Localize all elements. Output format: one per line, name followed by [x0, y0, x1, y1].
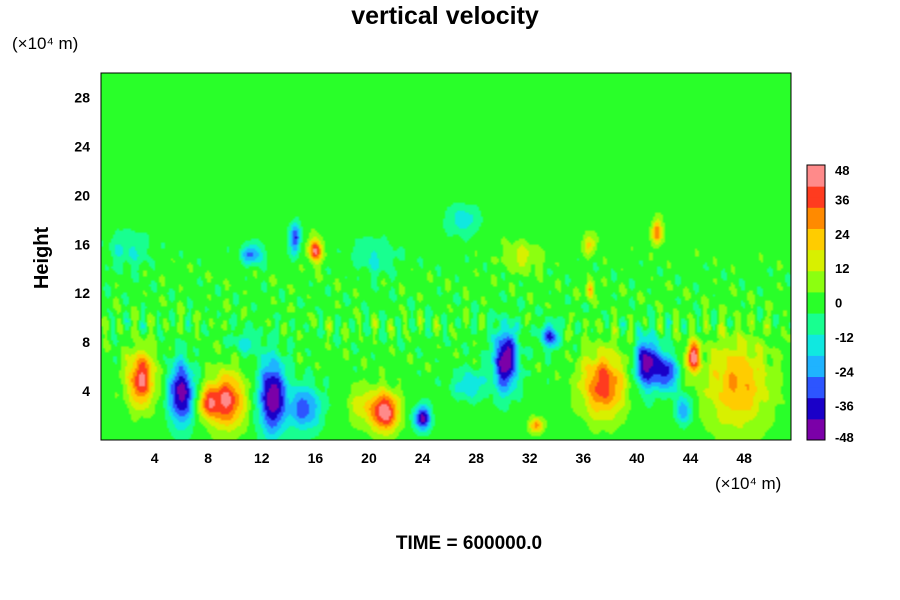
plot-frame: [100, 72, 792, 441]
x-tick-label: 12: [254, 450, 270, 466]
y-axis-ticks: 4 8 12 16 20 24 28: [74, 89, 90, 399]
chart-title: vertical velocity: [351, 2, 539, 30]
colorbar-band: [807, 249, 825, 261]
y-axis-unit: (×10⁴ m): [12, 34, 78, 53]
colorbar-tick-label: 12: [835, 261, 849, 276]
x-tick-label: 48: [736, 450, 752, 466]
y-tick-label: 16: [74, 236, 90, 252]
colorbar-band: [807, 344, 825, 356]
y-tick-label: 12: [74, 285, 90, 301]
colorbar-band: [807, 260, 825, 272]
colorbar-band: [807, 418, 825, 430]
colorbar-tick-label: -36: [835, 399, 854, 414]
colorbar-tick-label: 24: [835, 227, 850, 242]
colorbar-band: [807, 334, 825, 346]
colorbar-band: [807, 270, 825, 282]
y-axis-label: Height: [31, 227, 53, 290]
colorbar-band: [807, 397, 825, 409]
x-tick-label: 24: [415, 450, 431, 466]
colorbar-band: [807, 207, 825, 219]
x-tick-label: 8: [204, 450, 212, 466]
colorbar-band: [807, 323, 825, 335]
colorbar-ticks: 48 36 24 12 0 -12 -24 -36 -48: [835, 163, 855, 445]
colorbar-band: [807, 365, 825, 378]
x-tick-label: 20: [361, 450, 377, 466]
x-tick-label: 32: [522, 450, 538, 466]
colorbar-band: [807, 217, 825, 229]
colorbar-band: [807, 196, 825, 208]
colorbar-tick-label: -48: [835, 430, 854, 445]
colorbar-band: [807, 429, 825, 441]
colorbar-tick-label: 36: [835, 192, 849, 207]
colorbar-band: [807, 387, 825, 399]
colorbar-band: [807, 313, 825, 325]
colorbar-tick-label: 0: [835, 296, 842, 311]
colorbar: [806, 164, 826, 441]
y-tick-label: 28: [74, 89, 90, 105]
x-tick-label: 44: [683, 450, 699, 466]
colorbar-tick-label: -24: [835, 364, 855, 379]
x-axis-unit: (×10⁴ m): [715, 474, 781, 493]
y-tick-label: 24: [74, 138, 90, 154]
y-tick-label: 8: [82, 334, 90, 350]
colorbar-band: [807, 228, 825, 240]
colorbar-band: [807, 408, 825, 420]
colorbar-band: [807, 175, 825, 187]
colorbar-band: [807, 281, 825, 293]
colorbar-band: [807, 186, 825, 198]
colorbar-band: [807, 291, 825, 303]
colorbar-tick-label: -12: [835, 330, 854, 345]
x-tick-label: 28: [468, 450, 484, 466]
colorbar-band: [807, 302, 825, 314]
colorbar-band: [807, 376, 825, 388]
colorbar-tick-label: 48: [835, 163, 849, 178]
x-tick-label: 36: [576, 450, 592, 466]
x-axis-ticks: 4 8 12 16 20 24 28 32 36 40 44 48: [151, 450, 752, 466]
colorbar-band: [807, 239, 825, 251]
x-tick-label: 40: [629, 450, 645, 466]
y-tick-label: 20: [74, 187, 90, 203]
colorbar-band: [807, 355, 825, 367]
colorbar-band: [807, 165, 825, 177]
x-tick-label: 4: [151, 450, 159, 466]
x-tick-label: 16: [308, 450, 324, 466]
y-tick-label: 4: [82, 383, 90, 399]
time-label: TIME = 600000.0: [396, 533, 542, 554]
heatmap-field: [101, 73, 791, 440]
colorbar-frame: [806, 164, 826, 441]
